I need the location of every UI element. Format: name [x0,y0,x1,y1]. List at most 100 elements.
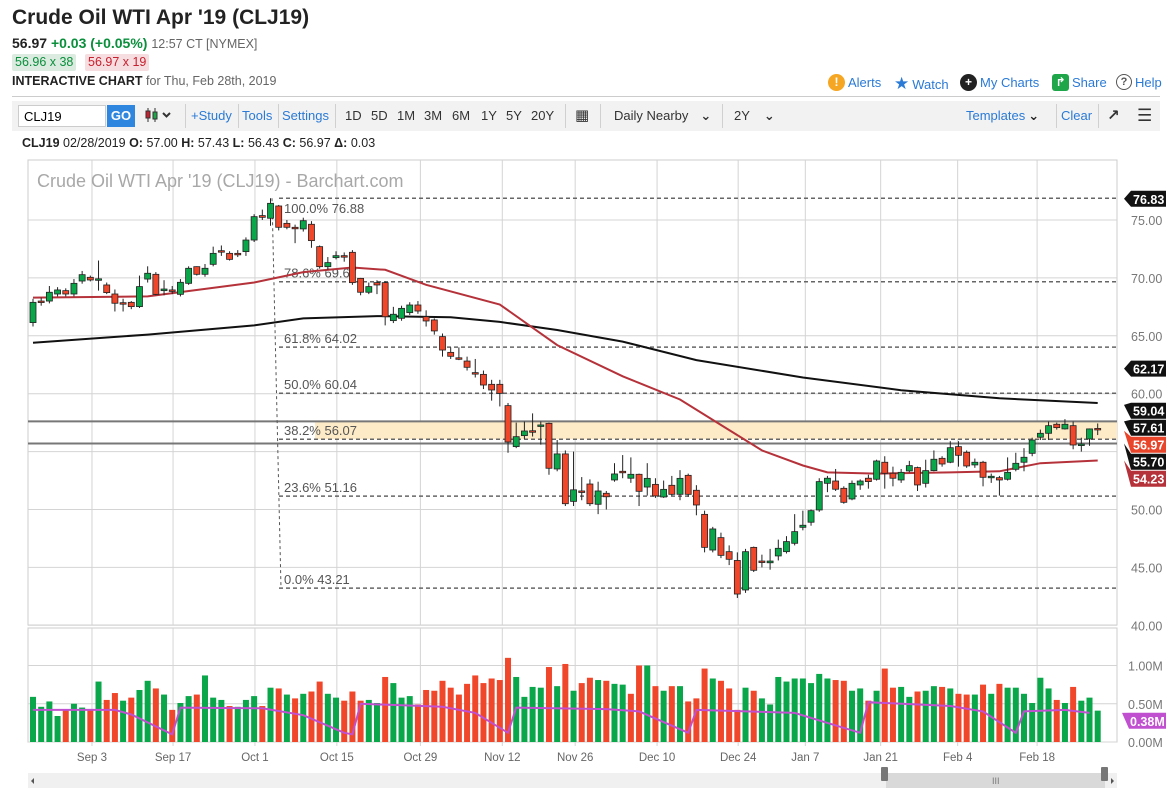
open-value: 57.00 [146,136,178,150]
go-button[interactable]: GO [107,105,135,127]
templates-dropdown[interactable]: Templates ⌄ [966,107,1039,125]
volume-bar [455,694,462,742]
volume-bar [693,698,700,742]
volume-bar [259,706,266,742]
share-link[interactable]: ↱ Share [1052,74,1107,91]
frequency-dropdown[interactable]: Daily Nearby ⌄ [614,107,711,125]
candle-body [758,560,766,563]
chevron-down-icon: ⌄ [763,108,775,123]
scrollbar-left-handle[interactable] [881,767,888,781]
price-label-text: 57.61 [1133,422,1164,436]
scrollbar-right-handle[interactable] [1101,767,1108,781]
candle-body [807,510,815,523]
clear-button[interactable]: Clear [1061,108,1093,123]
candle [971,458,979,468]
period-1m[interactable]: 1M [397,108,416,123]
candle-body [111,293,119,304]
volume-label-tag [1122,712,1166,729]
period-6m[interactable]: 6M [452,108,471,123]
interactive-chart-label: INTERACTIVE CHART for Thu, Feb 28th, 201… [12,74,276,88]
price-label-tag [1124,443,1166,470]
candle [349,250,356,285]
volume-bar [128,697,135,742]
candle [512,422,520,449]
range-dropdown[interactable]: 2Y ⌄ [734,107,775,125]
my-charts-link[interactable]: + My Charts [960,74,1039,91]
candle-body [258,215,266,218]
candle [398,305,405,321]
volume-bar [898,686,905,742]
chart-type-dropdown[interactable] [144,106,174,129]
period-20y[interactable]: 20Y [531,108,555,123]
menu-icon[interactable]: ☰ [1137,106,1153,125]
candle-body [1077,443,1085,446]
candle-body [1086,428,1093,440]
volume-bar [554,686,561,742]
volume-bar [390,683,397,742]
tools-button[interactable]: Tools [242,108,273,123]
volume-bar [677,686,684,742]
candle [979,460,987,487]
candle [635,473,643,507]
volume-bar [824,678,831,742]
candle-body [1069,425,1077,446]
delta-label: Δ: [334,136,348,150]
candle [168,286,176,295]
symbol-input[interactable] [18,105,106,127]
candle [1094,423,1102,436]
candle [602,490,610,510]
settings-button[interactable]: Settings [282,108,329,123]
candle [848,480,856,501]
candle-body [308,223,315,242]
period-1y[interactable]: 1Y [481,108,497,123]
candle [127,301,135,310]
watch-link[interactable]: ★ Watch [894,74,949,94]
study-button[interactable]: +Study [191,108,232,123]
volume-bar [857,688,864,742]
expand-icon[interactable]: ↗ [1107,107,1120,124]
info-symbol: CLJ19 [22,136,60,150]
scrollbar-thumb[interactable] [886,773,1105,788]
volume-bar [464,683,471,742]
candle [37,297,45,306]
candle [324,257,332,270]
period-5y[interactable]: 5Y [506,108,522,123]
candle [234,250,242,258]
period-3m[interactable]: 3M [424,108,443,123]
close-label: C: [282,136,296,150]
candle-body [340,255,348,258]
volume-bar [816,673,823,742]
candle-body [815,481,823,511]
x-tick-label: Feb 18 [1019,752,1055,764]
candle-body [668,484,676,495]
candle-body [471,372,479,375]
period-1d[interactable]: 1D [345,108,362,123]
candle-body [275,205,283,228]
volume-bar [570,690,577,742]
high-value: 57.43 [197,136,230,150]
volume-bar [562,663,569,742]
period-5d[interactable]: 5D [371,108,388,123]
candle [750,546,758,573]
volume-bar [292,698,299,742]
candle [586,479,594,507]
help-link[interactable]: ? Help [1116,74,1162,90]
candle [889,466,897,487]
alerts-link[interactable]: ! Alerts [828,74,881,91]
x-tick-label: Oct 1 [241,752,268,764]
volume-bar [30,696,36,742]
candle-body [447,351,455,357]
x-tick-label: Sep 17 [155,752,191,764]
toolbar-divider [722,104,723,128]
calendar-icon[interactable]: ▦ [575,107,590,124]
candle [86,275,94,282]
candle [504,402,512,453]
scrollbar-track[interactable] [28,773,1117,788]
candle-body [930,458,938,471]
candle-body [1036,432,1044,438]
scroll-right-arrow-icon[interactable] [1111,778,1114,784]
candle-body [791,531,799,544]
scroll-left-arrow-icon[interactable] [31,778,34,784]
volume-bar [447,687,454,742]
